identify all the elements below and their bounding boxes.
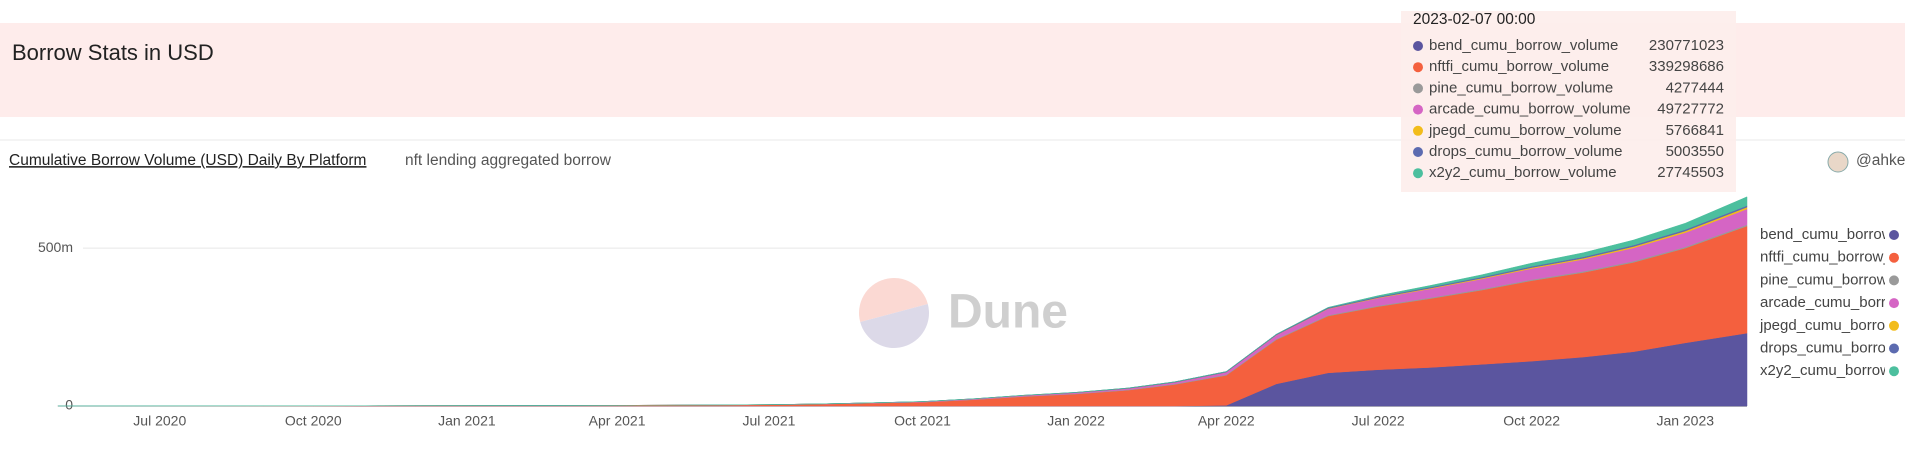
chart-subtitle: nft lending aggregated borrow bbox=[405, 152, 612, 169]
tooltip-value: 27745503 bbox=[1657, 164, 1724, 181]
tooltip: 2023-02-07 00:00 bend_cumu_borrow_volume… bbox=[1401, 11, 1736, 192]
tooltip-name: x2y2_cumu_borrow_volume bbox=[1429, 164, 1617, 181]
avatar[interactable] bbox=[1827, 151, 1849, 173]
legend-label[interactable]: pine_cumu_borrow_volume bbox=[1760, 271, 1905, 288]
x-tick-label: Jul 2020 bbox=[133, 413, 186, 429]
y-tick-label: 500m bbox=[38, 239, 73, 255]
tooltip-name: bend_cumu_borrow_volume bbox=[1429, 37, 1618, 54]
tooltip-swatch bbox=[1413, 83, 1423, 94]
chart-title[interactable]: Cumulative Borrow Volume (USD) Daily By … bbox=[9, 152, 366, 169]
legend-label[interactable]: jpegd_cumu_borrow_volume bbox=[1759, 317, 1905, 334]
tooltip-value: 4277444 bbox=[1666, 79, 1724, 96]
x-tick-label: Jul 2022 bbox=[1352, 413, 1405, 429]
legend-swatch bbox=[1889, 298, 1899, 309]
tooltip-swatch bbox=[1413, 41, 1423, 51]
plot: 0 500m Jul 2020 Oct 2020 Jan 2021 Apr 2021 Jul… bbox=[38, 196, 1748, 429]
tooltip-swatch bbox=[1413, 62, 1423, 73]
x-tick-label: Jan 2022 bbox=[1047, 413, 1105, 429]
tooltip-swatch bbox=[1413, 104, 1423, 115]
tooltip-swatch bbox=[1413, 168, 1423, 179]
author[interactable]: @ahke bbox=[1856, 152, 1905, 169]
legend-label[interactable]: drops_cumu_borrow_volume bbox=[1760, 339, 1905, 356]
x-tick-label: Jul 2021 bbox=[742, 413, 795, 429]
tooltip-value: 49727772 bbox=[1657, 101, 1724, 118]
x-tick-label: Jan 2021 bbox=[438, 413, 496, 429]
tooltip-swatch bbox=[1413, 147, 1423, 157]
tooltip-value: 5003550 bbox=[1666, 143, 1724, 160]
x-tick-label: Oct 2020 bbox=[285, 413, 342, 429]
legend-label[interactable]: arcade_cumu_borrow_volume bbox=[1760, 294, 1905, 311]
x-tick-label: Apr 2021 bbox=[589, 413, 646, 429]
tooltip-swatch bbox=[1413, 125, 1423, 136]
tooltip-name: arcade_cumu_borrow_volume bbox=[1429, 101, 1631, 118]
tooltip-name: pine_cumu_borrow_volume bbox=[1429, 79, 1613, 96]
legend-label[interactable]: bend_cumu_borrow_volume bbox=[1760, 226, 1905, 243]
header-title: Borrow Stats in USD bbox=[12, 40, 214, 65]
legend-swatch bbox=[1889, 366, 1899, 377]
tooltip-title: 2023-02-07 00:00 bbox=[1413, 11, 1536, 28]
legend-swatch bbox=[1889, 343, 1899, 354]
tooltip-value: 5766841 bbox=[1666, 122, 1724, 139]
tooltip-value: 230771023 bbox=[1649, 37, 1724, 54]
watermark: Dune bbox=[859, 278, 1068, 348]
watermark-text: Dune bbox=[948, 286, 1068, 339]
area bbox=[57, 196, 1748, 407]
x-tick-label: Jan 2023 bbox=[1656, 413, 1714, 429]
x-tick-label: Apr 2022 bbox=[1198, 413, 1255, 429]
legend-swatch bbox=[1889, 275, 1899, 286]
legend: bend_cumu_borrow_volume nftfi_cumu_borrow… bbox=[1759, 226, 1905, 379]
legend-swatch bbox=[1889, 252, 1899, 263]
legend-label[interactable]: x2y2_cumu_borrow_volume bbox=[1760, 362, 1905, 379]
tooltip-name: nftfi_cumu_borrow_volume bbox=[1429, 58, 1609, 75]
legend-swatch bbox=[1889, 320, 1899, 331]
y-tick-label: 0 bbox=[65, 397, 73, 413]
legend-label[interactable]: nftfi_cumu_borrow_volume bbox=[1760, 249, 1905, 266]
legend-swatch bbox=[1889, 230, 1899, 240]
x-tick-label: Oct 2021 bbox=[894, 413, 951, 429]
tooltip-name: drops_cumu_borrow_volume bbox=[1429, 143, 1622, 160]
tooltip-box bbox=[1401, 11, 1736, 192]
tooltip-value: 339298686 bbox=[1649, 58, 1724, 75]
x-tick-label: Oct 2022 bbox=[1503, 413, 1560, 429]
tooltip-name: jpegd_cumu_borrow_volume bbox=[1428, 122, 1622, 139]
